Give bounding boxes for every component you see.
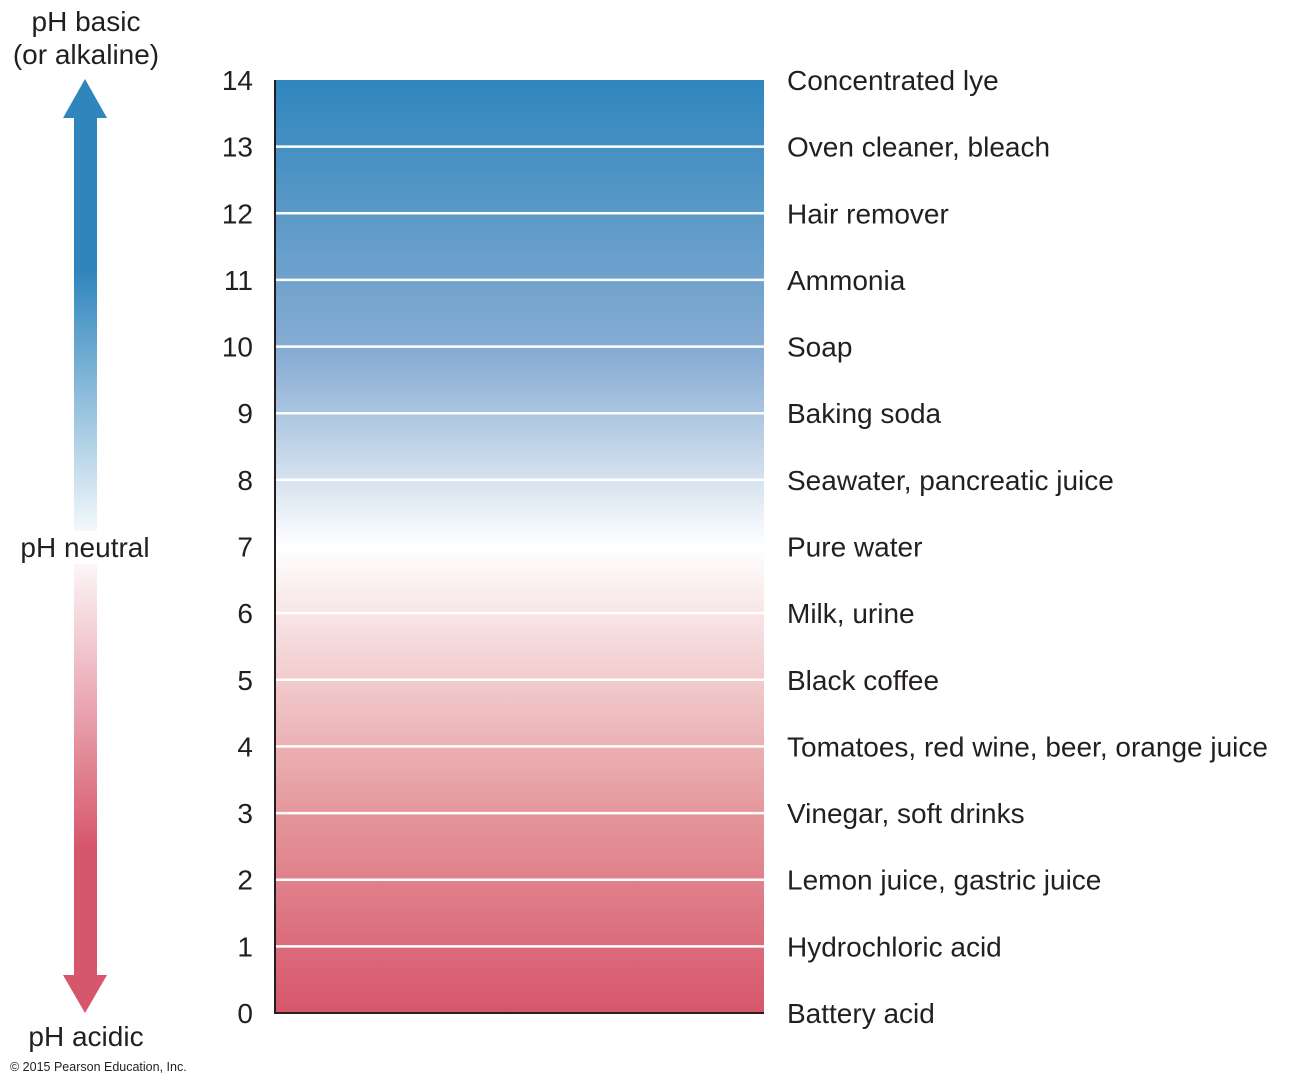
ph-tick-label: 6 <box>237 598 253 629</box>
ph-example-label: Soap <box>787 332 852 363</box>
ph-example-label: Baking soda <box>787 398 942 429</box>
ph-example-label: Seawater, pancreatic juice <box>787 465 1114 496</box>
ph-example-label: Lemon juice, gastric juice <box>787 865 1101 896</box>
ph-example-label: Tomatoes, red wine, beer, orange juice <box>787 731 1268 762</box>
ph-example-label: Concentrated lye <box>787 65 999 96</box>
ph-separators <box>276 145 764 948</box>
ph-example-label: Battery acid <box>787 998 935 1029</box>
ph-tick-label: 3 <box>237 798 253 829</box>
ph-example-label: Vinegar, soft drinks <box>787 798 1025 829</box>
ph-tick-label: 1 <box>237 931 253 962</box>
ph-tick-label: 5 <box>237 665 253 696</box>
ph-basic-line1: pH basic <box>31 6 141 37</box>
ph-neutral-label: pH neutral <box>12 531 158 564</box>
ph-tick-label: 12 <box>222 198 253 229</box>
ph-tick-label: 11 <box>224 265 253 296</box>
ph-tick-label: 13 <box>222 132 253 163</box>
arrow-down-head-icon <box>63 975 107 1013</box>
ph-example-label: Ammonia <box>787 265 906 296</box>
ph-example-label: Milk, urine <box>787 598 915 629</box>
ph-tick-label: 14 <box>222 65 253 96</box>
ph-acidic-label: pH acidic <box>28 1021 144 1052</box>
ph-tick-label: 2 <box>237 865 253 896</box>
ph-example-label: Hair remover <box>787 198 949 229</box>
ph-tick-label: 7 <box>237 532 253 563</box>
ph-example-label: Pure water <box>787 532 922 563</box>
ph-example-labels: Concentrated lye Oven cleaner, bleach Hair… <box>787 65 1268 1029</box>
arrow-up-head-icon <box>63 79 107 118</box>
ph-example-label: Oven cleaner, bleach <box>787 132 1050 163</box>
ph-example-label: Hydrochloric acid <box>787 931 1002 962</box>
ph-tick-label: 0 <box>237 998 253 1029</box>
ph-tick-label: 10 <box>222 332 253 363</box>
ph-tick-label: 9 <box>237 398 253 429</box>
ph-example-label: Black coffee <box>787 665 939 696</box>
ph-basic-label: pH basic (or alkaline) <box>0 5 172 71</box>
copyright-notice: © 2015 Pearson Education, Inc. <box>10 1060 187 1074</box>
ph-tick-label: 4 <box>237 731 253 762</box>
ph-tick-label: 8 <box>237 465 253 496</box>
ph-basic-line2: (or alkaline) <box>12 39 160 70</box>
